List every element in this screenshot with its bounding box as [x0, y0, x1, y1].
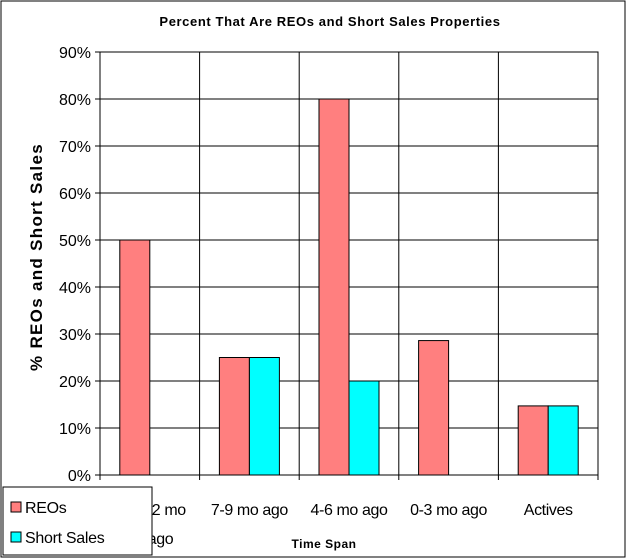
legend: REOs Short Sales — [2, 486, 153, 556]
legend-box — [2, 486, 153, 556]
bar-reos-0 — [119, 239, 151, 476]
y-axis-title: % REOs and Short Sales — [27, 143, 46, 371]
bar-reos-4 — [517, 405, 549, 476]
bar-reos-1 — [218, 357, 250, 476]
bar-short-sales-4 — [547, 405, 579, 476]
plot-area: 0% 10% 20% 30% 40% 50% 60% 70% 80% 90% 2 mo ago 7-9 … — [59, 45, 599, 548]
bar-reos-2 — [318, 98, 350, 476]
x-tick-label: 4-6 mo ago — [311, 502, 388, 519]
legend-swatch-reos — [10, 501, 22, 513]
x-tick-label: 7-9 mo ago — [211, 502, 288, 519]
bar-short-sales-1 — [248, 357, 280, 476]
legend-label: Short Sales — [25, 530, 105, 547]
y-tick-label: 10% — [59, 421, 91, 438]
x-tick-label: Actives — [524, 502, 573, 519]
plot-frame — [99, 51, 599, 476]
y-tick-label: 80% — [59, 92, 91, 109]
legend-swatch-short-sales — [10, 531, 22, 543]
y-tick-label: 30% — [59, 327, 91, 344]
y-tick-label: 40% — [59, 280, 91, 297]
x-tick-label: 0-3 mo ago — [410, 502, 487, 519]
bar-reos-3 — [418, 340, 450, 476]
y-tick-label: 0% — [68, 468, 91, 485]
y-tick-label: 20% — [59, 374, 91, 391]
legend-label: REOs — [25, 500, 67, 517]
x-axis-title: Time Span — [292, 537, 357, 551]
bar-short-sales-2 — [348, 380, 380, 476]
y-tick-label: 70% — [59, 139, 91, 156]
y-tick-label: 60% — [59, 186, 91, 203]
x-tick-label: 2 mo — [152, 502, 186, 519]
y-tick-label: 90% — [59, 45, 91, 62]
y-tick-label: 50% — [59, 233, 91, 250]
x-tick-label: ago — [148, 531, 174, 548]
chart-title: Percent That Are REOs and Short Sales Pr… — [159, 14, 500, 29]
